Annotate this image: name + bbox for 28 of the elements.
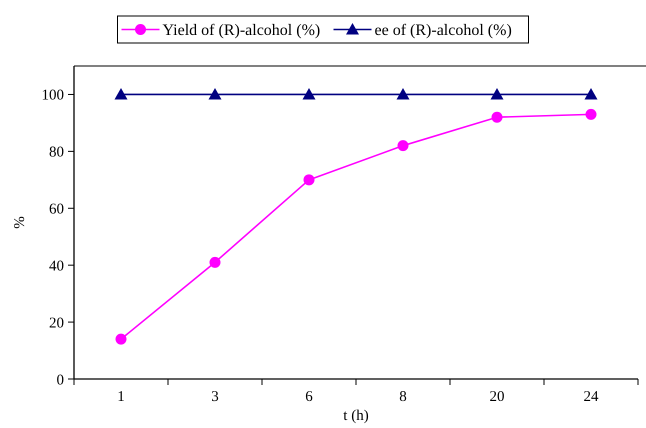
- point: [490, 88, 504, 100]
- point: [398, 140, 408, 152]
- x-axis-title: t (h): [343, 408, 369, 424]
- point: [210, 256, 220, 268]
- x-tick-label: 6: [305, 389, 314, 405]
- x-tick-label: 8: [399, 389, 407, 405]
- point: [586, 108, 596, 120]
- y-tick-label: 40: [49, 258, 64, 274]
- legend-label: ee of (R)-alcohol (%): [374, 22, 512, 40]
- x-tick-label: 1: [117, 389, 125, 405]
- y-tick-label: 100: [42, 88, 64, 104]
- point: [492, 112, 502, 123]
- point: [584, 88, 598, 100]
- y-tick-label: 60: [49, 202, 64, 218]
- legend-label: Yield of (R)-alcohol (%): [162, 22, 320, 40]
- y-tick-label: 20: [49, 315, 64, 332]
- point: [302, 88, 316, 100]
- x-tick-label: 20: [490, 389, 504, 405]
- point: [304, 174, 314, 186]
- y-axis-title: %: [12, 216, 28, 229]
- x-tick-label: 24: [584, 389, 599, 405]
- point: [114, 88, 128, 100]
- y-tick-label: 80: [49, 144, 64, 161]
- x-tick-label: 3: [211, 389, 219, 405]
- point: [396, 88, 410, 100]
- point: [116, 334, 126, 345]
- point: [208, 88, 222, 100]
- y-tick-label: 0: [56, 372, 64, 388]
